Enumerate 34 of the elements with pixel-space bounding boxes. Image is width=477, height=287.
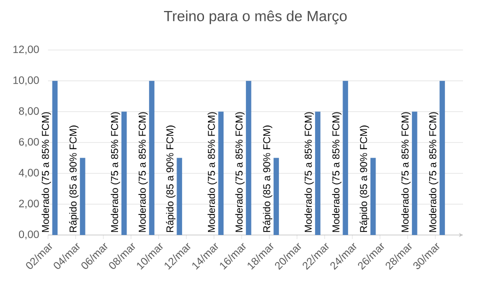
- text: Rápido (85 a 90% FCM): [69, 126, 79, 232]
- chart-title: Treino para o mês de Março: [164, 10, 347, 24]
- text: Moderado (75 a 85% FCM): [110, 112, 120, 232]
- text: Moderado (75 a 85% FCM): [235, 112, 245, 232]
- text: Rápido (85 a 90% FCM): [360, 126, 370, 232]
- y-tick-label: 4,00: [18, 168, 39, 178]
- text: Moderado (75 a 85% FCM): [138, 112, 148, 232]
- bar: [370, 158, 376, 235]
- text: Rápido (85 a 90% FCM): [166, 126, 176, 232]
- bar: [176, 158, 182, 235]
- text: Moderado (75 a 85% FCM): [208, 112, 217, 232]
- y-tick-label: 6,00: [19, 138, 39, 147]
- y-tick-label: 10,00: [13, 76, 39, 86]
- bar: [121, 112, 127, 235]
- bar: [315, 112, 320, 235]
- text: Moderado (75 a 85% FCM): [304, 112, 314, 232]
- bar: [52, 80, 58, 235]
- bar: [246, 80, 252, 235]
- bar: [149, 80, 154, 235]
- y-tick-label: 12,00: [13, 46, 39, 54]
- bar: [440, 80, 445, 235]
- text: Moderado (75 a 85% FCM): [332, 112, 342, 232]
- text: Rápido (85 a 90% FCM): [262, 126, 272, 232]
- bar: [342, 80, 348, 235]
- text: Moderado (75 a 85% FCM): [428, 112, 438, 232]
- bar: [412, 112, 418, 235]
- y-tick-label: 0,00: [18, 230, 39, 240]
- y-tick-label: 8,00: [18, 107, 39, 116]
- bar: [80, 158, 86, 235]
- text: Moderado (75 a 85% FCM): [401, 112, 411, 232]
- text: Moderado (75 a 85% FCM): [42, 112, 51, 232]
- y-tick-label: 2,00: [19, 200, 39, 209]
- bar: [218, 112, 224, 235]
- bar: [274, 158, 279, 235]
